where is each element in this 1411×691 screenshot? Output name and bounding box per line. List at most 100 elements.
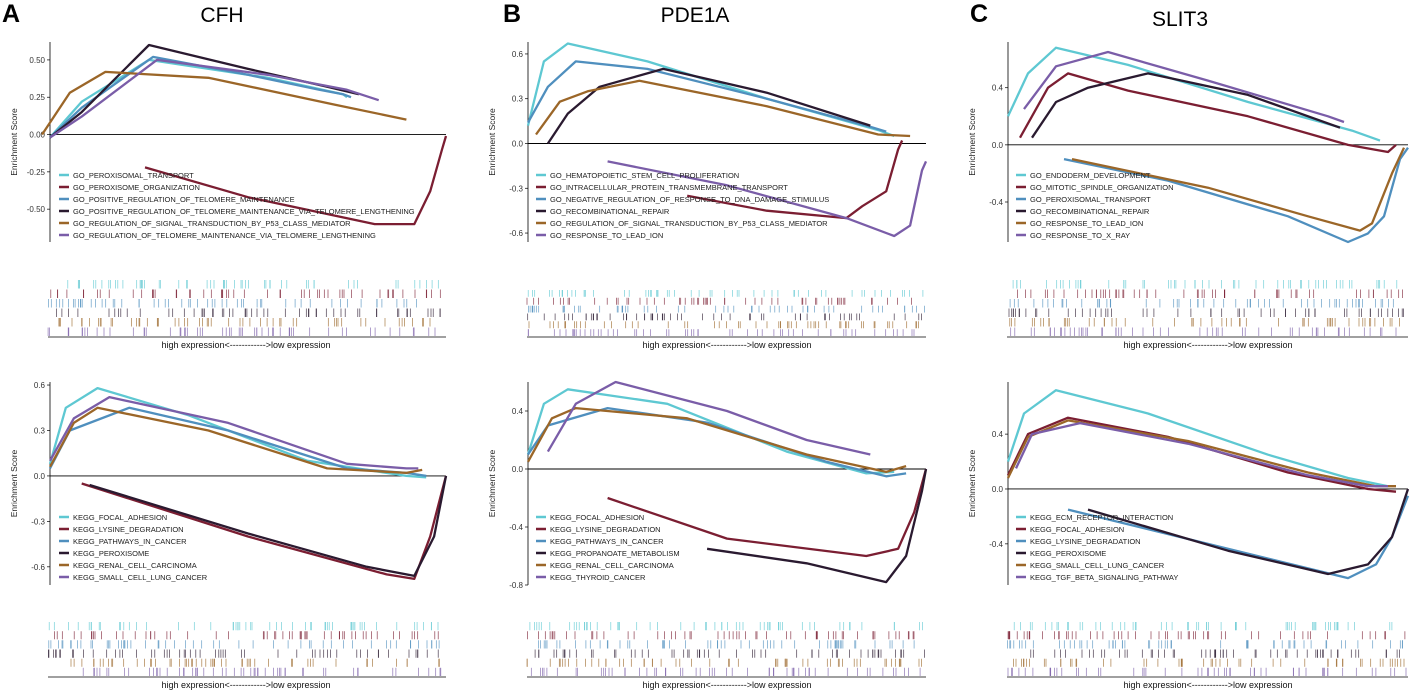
legend-label: GO_HEMATOPOIETIC_STEM_CELL_PROLIFERATION	[550, 171, 739, 180]
y-tick-label: -0.3	[31, 517, 45, 526]
es-line-go_regulation_of_signal_transduction_by_p53_class_mediator	[535, 79, 911, 138]
legend-label: KEGG_PATHWAYS_IN_CANCER	[550, 537, 664, 546]
es-line-kegg_pathways_in_cancer	[527, 406, 907, 478]
legend-label: GO_POSITIVE_REGULATION_OF_TELOMERE_MAINT…	[73, 195, 295, 204]
y-axis-label: Enrichment Score	[487, 108, 497, 176]
legend-label: KEGG_SMALL_CELL_LUNG_CANCER	[73, 573, 208, 582]
legend-label: GO_PEROXISOME_ORGANIZATION	[73, 183, 200, 192]
y-tick-label: 0.4	[992, 84, 1004, 93]
es-line-go_response_to_x_ray	[1023, 50, 1345, 124]
y-axis-label: Enrichment Score	[967, 108, 977, 176]
legend-label: KEGG_TGF_BETA_SIGNALING_PATHWAY	[1030, 573, 1178, 582]
x-axis-label: high expression<------------>low express…	[161, 340, 330, 350]
es-line-go_recombinational_repair	[1031, 72, 1341, 139]
y-tick-label: -0.50	[27, 205, 46, 214]
y-tick-label: 0.0	[992, 141, 1004, 150]
plot-pde1a-kegg: 0.4 0.0 -0.4 -0.8 Enrichment Score KEGG_FOCAL…	[487, 380, 928, 690]
y-tick-label: 0.25	[29, 93, 45, 102]
y-tick-label: -0.3	[509, 184, 523, 193]
es-line-go_positive_regulation_of_telomere_maintenance_via_telomere_lengthening	[49, 43, 360, 139]
es-line-kegg_small_cell_lung_cancer	[48, 395, 419, 470]
es-line-go_endoderm_development	[1006, 46, 1381, 142]
y-tick-label: 0.50	[29, 56, 45, 65]
legend-label: KEGG_SMALL_CELL_LUNG_CANCER	[1030, 561, 1165, 570]
es-line-go_mitotic_spindle_organization	[1018, 72, 1397, 154]
es-line-go_regulation_of_telomere_maintenance_via_telomere_lengthening	[49, 58, 380, 139]
es-line-go_peroxisomal_transport	[1063, 147, 1409, 244]
legend-label: KEGG_RENAL_CELL_CARCINOMA	[73, 561, 197, 570]
x-axis-label: high expression<------------>low express…	[161, 680, 330, 690]
es-line-kegg_lysine_degradation	[607, 468, 928, 558]
gene-title-pde1a: PDE1A	[661, 4, 730, 27]
gene-title-cfh: CFH	[200, 4, 243, 27]
x-axis-label: high expression<------------>low express…	[642, 340, 811, 350]
y-axis-label: Enrichment Score	[487, 449, 497, 517]
legend-label: GO_RESPONSE_TO_LEAD_ION	[550, 231, 663, 240]
legend-label: GO_RESPONSE_TO_LEAD_ION	[1030, 219, 1143, 228]
panel-letter-c: C	[970, 0, 988, 28]
y-tick-label: -0.25	[27, 168, 46, 177]
es-line-go_response_to_lead_ion	[1071, 147, 1406, 232]
gene-title-slit3: SLIT3	[1152, 8, 1208, 31]
y-tick-label: -0.6	[509, 229, 523, 238]
plot-cfh-kegg: 0.6 0.3 0.0 -0.3 -0.6 Enrichment Score KEGG_FO…	[9, 381, 448, 690]
es-line-go_negative_regulation_of_response_to_dna_damage_stimulus	[526, 60, 887, 133]
legend-label: KEGG_PEROXISOME	[73, 549, 149, 558]
legend-label: KEGG_PATHWAYS_IN_CANCER	[73, 537, 187, 546]
legend-label: GO_REGULATION_OF_SIGNAL_TRANSDUCTION_BY_…	[550, 219, 828, 228]
es-line-go_hematopoietic_stem_cell_proliferation	[526, 42, 895, 138]
es-line-kegg_renal_cell_carcinoma	[48, 406, 423, 475]
y-axis-label: Enrichment Score	[967, 449, 977, 517]
legend-label: GO_RECOMBINATIONAL_REPAIR	[550, 207, 670, 216]
legend-label: KEGG_FOCAL_ADHESION	[550, 513, 644, 522]
y-tick-label: 0.0	[992, 485, 1004, 494]
plot-cfh-go: 0.50 0.25 0.00 -0.25 -0.50 Enrichment Score GO…	[9, 42, 448, 350]
legend-label: GO_PEROXISOMAL_TRANSPORT	[1030, 195, 1151, 204]
y-tick-label: 0.6	[512, 50, 524, 59]
legend-label: KEGG_ECM_RECEPTOR_INTERACTION	[1030, 513, 1173, 522]
panel-letter-a: A	[2, 0, 20, 28]
y-tick-label: 0.00	[29, 131, 45, 140]
y-tick-label: 0.3	[512, 95, 524, 104]
es-line-kegg_small_cell_lung_cancer	[1006, 419, 1396, 488]
panel-letter-b: B	[503, 0, 521, 28]
x-axis-label: high expression<------------>low express…	[1123, 680, 1292, 690]
es-line-kegg_thyroid_cancer	[546, 380, 871, 456]
x-axis-label: high expression<------------>low express…	[1123, 340, 1292, 350]
legend-label: KEGG_LYSINE_DEGRADATION	[1030, 537, 1141, 546]
es-line-kegg_ecm_receptor_interaction	[1006, 389, 1389, 488]
legend-label: KEGG_PROPANOATE_METABOLISM	[550, 549, 680, 558]
y-tick-label: 0.4	[512, 407, 524, 416]
y-tick-label: 0.6	[34, 381, 46, 390]
plot-pde1a-go: 0.6 0.3 0.0 -0.3 -0.6 Enrichment Score GO_HEMA…	[487, 42, 928, 350]
legend-label: KEGG_PEROXISOME	[1030, 549, 1106, 558]
es-line-go_intracellular_protein_transmembrane_transport	[686, 140, 904, 220]
legend-label: GO_REGULATION_OF_SIGNAL_TRANSDUCTION_BY_…	[73, 219, 351, 228]
es-line-go_recombinational_repair	[546, 67, 871, 145]
legend-label: GO_INTRACELLULAR_PROTEIN_TRANSMEMBRANE_T…	[550, 183, 788, 192]
x-axis-label: high expression<------------>low express…	[642, 680, 811, 690]
es-line-kegg_focal_adhesion	[526, 388, 895, 475]
y-tick-label: -0.4	[989, 198, 1003, 207]
plot-slit3-kegg: 0.4 0.0 -0.4 Enrichment Score KEGG_ECM_RECEP…	[967, 382, 1410, 690]
es-line-go_regulation_of_signal_transduction_by_p53_class_mediator	[41, 70, 407, 136]
y-tick-label: -0.4	[509, 523, 523, 532]
es-line-kegg_tgf_beta_signaling_pathway	[1014, 421, 1388, 488]
y-axis-label: Enrichment Score	[9, 108, 19, 176]
legend-label: GO_REGULATION_OF_TELOMERE_MAINTENANCE_VI…	[73, 231, 376, 240]
plot-slit3-go: 0.4 0.0 -0.4 Enrichment Score GO_ENDODERM_DE…	[967, 42, 1409, 350]
legend-label: GO_PEROXISOMAL_TRANSPORT	[73, 171, 194, 180]
y-tick-label: -0.6	[31, 563, 45, 572]
es-line-kegg_propanoate_metabolism	[706, 468, 928, 584]
es-line-kegg_peroxisome	[89, 475, 448, 578]
legend-label: KEGG_LYSINE_DEGRADATION	[73, 525, 184, 534]
legend-label: GO_RESPONSE_TO_X_RAY	[1030, 231, 1130, 240]
y-tick-label: -0.4	[989, 540, 1003, 549]
legend-label: KEGG_LYSINE_DEGRADATION	[550, 525, 661, 534]
y-tick-label: 0.3	[34, 426, 46, 435]
legend-label: KEGG_THYROID_CANCER	[550, 573, 646, 582]
legend-label: GO_RECOMBINATIONAL_REPAIR	[1030, 207, 1150, 216]
legend-label: GO_NEGATIVE_REGULATION_OF_RESPONSE_TO_DN…	[550, 195, 829, 204]
y-tick-label: -0.8	[509, 581, 523, 590]
